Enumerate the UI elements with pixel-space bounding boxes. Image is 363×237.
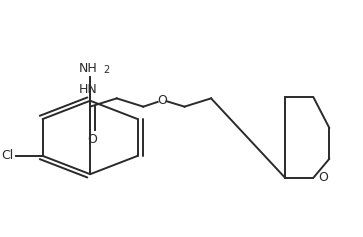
Text: Cl: Cl — [1, 149, 13, 162]
Text: 2: 2 — [103, 65, 110, 75]
Text: NH: NH — [79, 62, 98, 75]
Text: O: O — [319, 171, 329, 184]
Text: HN: HN — [79, 83, 98, 96]
Text: O: O — [157, 94, 167, 106]
Text: O: O — [88, 133, 98, 146]
